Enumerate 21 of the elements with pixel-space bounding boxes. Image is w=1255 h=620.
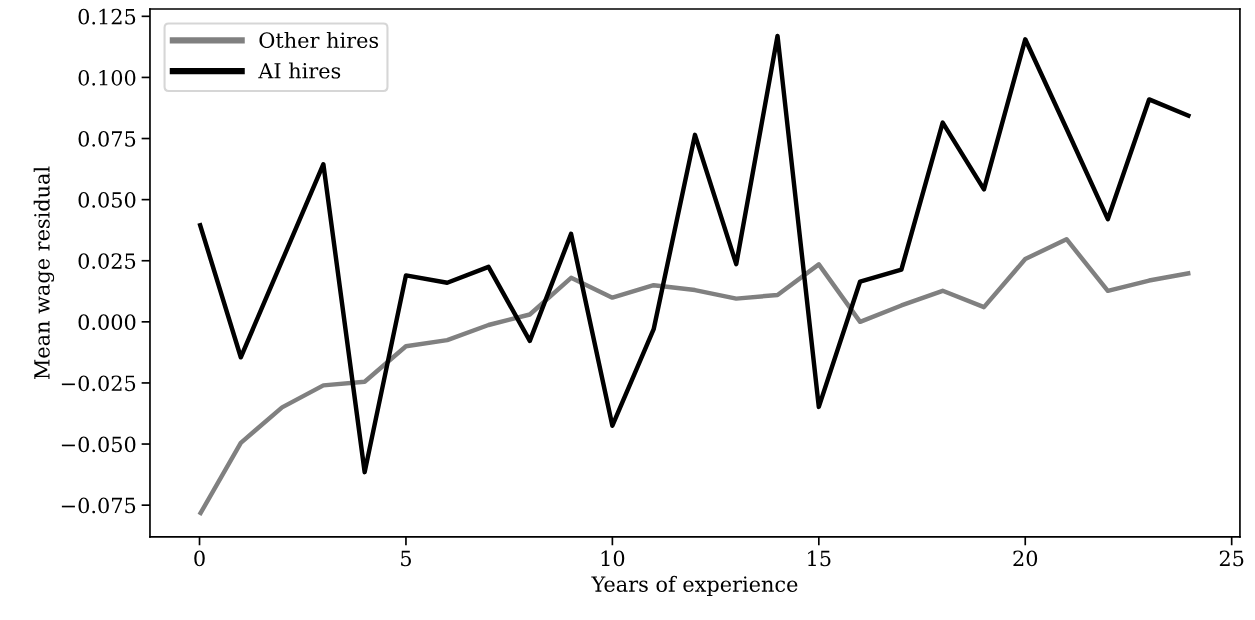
x-tick-label: 20 bbox=[1013, 550, 1038, 567]
y-tick-label: −0.075 bbox=[61, 497, 136, 514]
y-tick-label: 0.025 bbox=[78, 253, 136, 269]
y-tick-label: 0.000 bbox=[78, 314, 136, 331]
x-tick-label: 10 bbox=[601, 550, 625, 567]
y-tick-label: 0.100 bbox=[78, 69, 136, 86]
y-tick-label: 0.050 bbox=[78, 192, 136, 208]
x-tick-label: 5 bbox=[401, 550, 411, 567]
x-tick-label: 15 bbox=[808, 550, 831, 567]
line-series bbox=[197, 237, 1193, 518]
y-axis-title: Mean wage residual bbox=[33, 166, 55, 379]
x-tick-label: 25 bbox=[1219, 550, 1244, 567]
x-tick-label: 0 bbox=[194, 550, 205, 567]
x-axis-title: Years of experience bbox=[591, 575, 798, 596]
legend-label: Other hires bbox=[259, 31, 379, 49]
line-series bbox=[197, 33, 1193, 475]
y-tick-label: −0.050 bbox=[61, 436, 136, 453]
y-tick-label: 0.075 bbox=[78, 130, 136, 147]
y-tick-label: 0.125 bbox=[78, 8, 136, 25]
legend-label: AI hires bbox=[258, 62, 341, 79]
y-tick-label: −0.025 bbox=[61, 375, 136, 392]
